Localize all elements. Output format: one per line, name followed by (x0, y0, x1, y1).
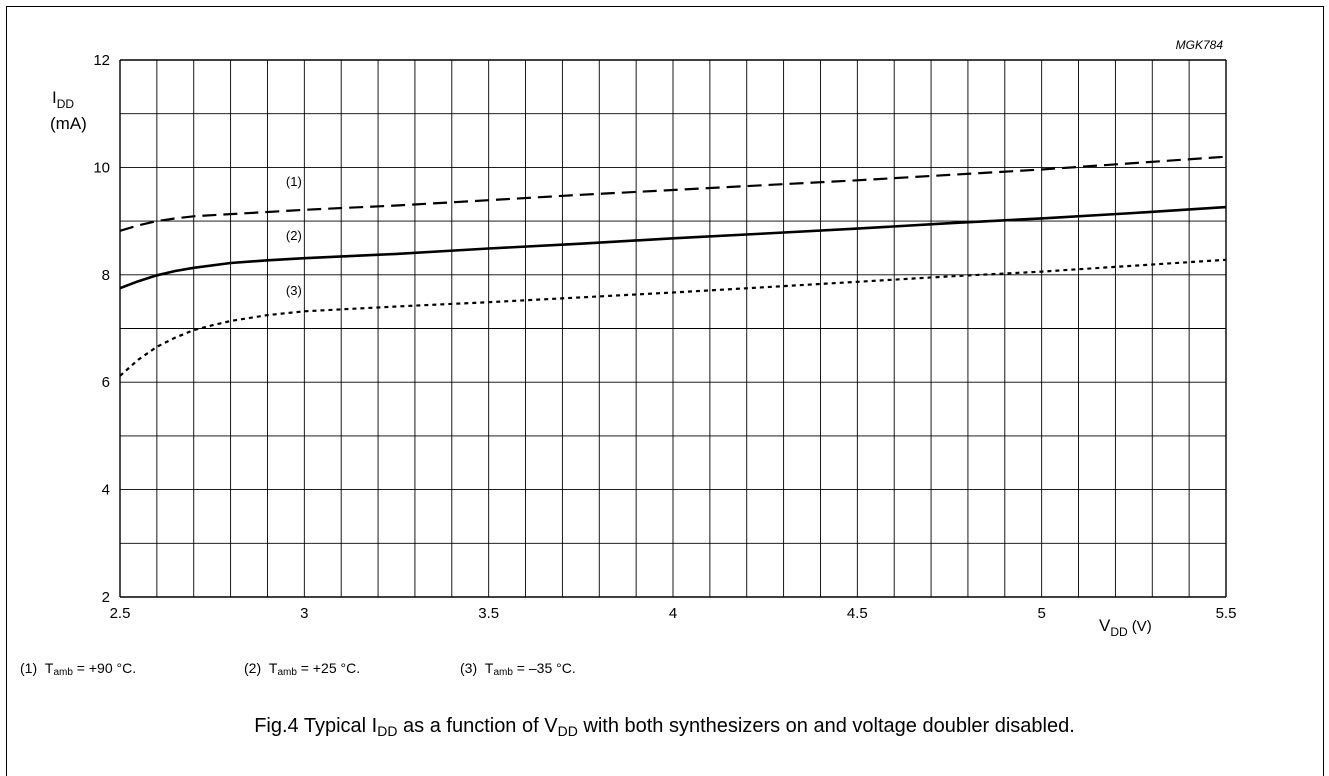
x-axis-label-main: V (1099, 616, 1111, 635)
x-axis-label-sub: DD (1110, 625, 1128, 639)
tick-labels: 2.5 3 3.5 4 4.5 5 5.5 2 4 6 8 10 12 (93, 52, 1236, 622)
x-tick-label: 5 (1037, 605, 1045, 622)
figure-code: MGK784 (1176, 38, 1224, 52)
series-label-3: (3) (286, 283, 302, 298)
x-tick-label: 4 (669, 605, 677, 622)
series-label-1: (1) (286, 174, 302, 189)
x-axis-label-unit: (V) (1132, 618, 1152, 635)
figure-frame (6, 6, 1324, 776)
series-line-3 (119, 258, 1227, 377)
plot-grid (119, 59, 1227, 598)
x-tick-label: 3.5 (478, 605, 499, 622)
legend-item-2: (2) Tamb = +25 °C. (244, 660, 361, 678)
y-axis-label: IDD (52, 88, 74, 111)
y-tick-label: 4 (102, 482, 110, 499)
y-axis-unit: (mA) (50, 114, 87, 133)
x-tick-label: 4.5 (847, 605, 868, 622)
x-tick-label: 3 (300, 605, 308, 622)
curves (119, 155, 1227, 377)
legend-item-1: (1) Tamb = +90 °C. (20, 660, 137, 678)
y-tick-label: 8 (102, 267, 110, 284)
x-tick-label: 2.5 (110, 605, 131, 622)
figure-caption: Fig.4 Typical IDD as a function of VDD w… (254, 715, 1075, 739)
y-tick-label: 12 (93, 52, 110, 69)
legend-item-3: (3) Tamb = –35 °C. (460, 660, 576, 678)
curve-labels: (1) (2) (3) (286, 174, 302, 298)
y-tick-label: 10 (93, 159, 110, 176)
y-tick-label: 6 (102, 374, 110, 391)
series-label-2: (2) (286, 228, 302, 243)
y-axis-label-sub: DD (57, 97, 75, 111)
y-axis-label-main: I (52, 88, 57, 107)
x-axis-label: VDD (V) (1099, 616, 1152, 639)
series-line-2 (119, 205, 1227, 290)
x-tick-label: 5.5 (1216, 605, 1237, 622)
y-tick-label: 2 (102, 589, 110, 606)
series-line-1 (119, 155, 1227, 232)
